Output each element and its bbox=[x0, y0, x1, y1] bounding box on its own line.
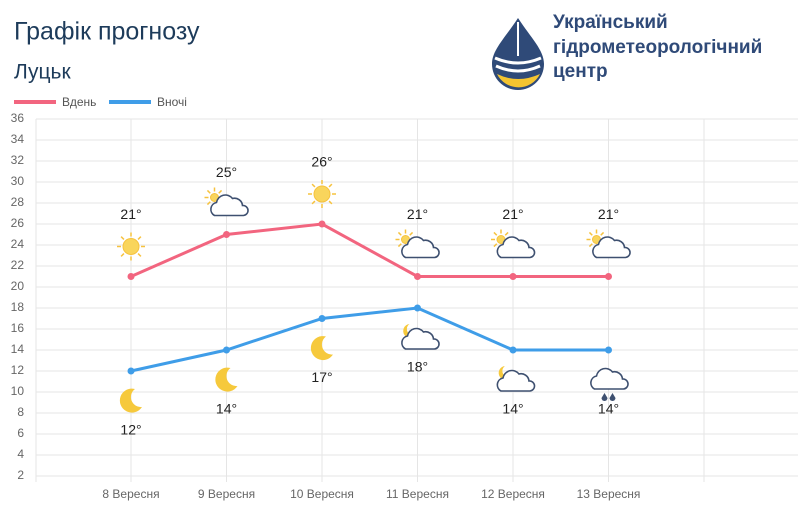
rain-drop bbox=[609, 393, 616, 401]
legend-label: Вночі bbox=[157, 95, 187, 109]
data-point bbox=[127, 273, 135, 280]
data-point bbox=[509, 273, 517, 280]
y-tick-label: 14 bbox=[11, 342, 25, 356]
sun-ray bbox=[397, 243, 402, 248]
data-label: 14° bbox=[598, 401, 619, 417]
chart-subtitle: Луцьк bbox=[14, 61, 71, 84]
y-tick-label: 22 bbox=[11, 258, 25, 272]
icon-cloud bbox=[496, 236, 536, 259]
x-tick-label: 13 Вересня bbox=[577, 487, 641, 501]
data-label: 21° bbox=[407, 206, 428, 222]
y-tick-label: 24 bbox=[11, 237, 25, 251]
sun-ray bbox=[588, 231, 593, 236]
y-tick-label: 18 bbox=[11, 300, 25, 314]
icon-moon bbox=[403, 324, 417, 338]
sun-disk bbox=[122, 238, 140, 255]
y-tick-label: 30 bbox=[11, 174, 25, 188]
icon-moon bbox=[310, 336, 333, 361]
data-label: 21° bbox=[502, 206, 523, 222]
y-tick-label: 8 bbox=[17, 405, 24, 419]
rain-drop bbox=[601, 393, 608, 401]
data-point bbox=[223, 231, 230, 238]
x-tick-label: 10 Вересня bbox=[290, 487, 354, 501]
y-tick-label: 26 bbox=[11, 216, 25, 230]
icon-moon bbox=[215, 367, 238, 392]
icon-cloud bbox=[210, 194, 249, 217]
data-label: 14° bbox=[502, 401, 523, 417]
logo-text: центр bbox=[553, 61, 608, 82]
y-tick-label: 34 bbox=[11, 132, 25, 146]
sun-ray bbox=[397, 231, 402, 236]
data-label: 12° bbox=[120, 422, 141, 438]
y-tick-label: 28 bbox=[11, 195, 25, 209]
sun-ray bbox=[493, 243, 498, 248]
icon-sun bbox=[117, 232, 145, 261]
chart-title: Графік прогнозу bbox=[14, 18, 200, 46]
data-label: 25° bbox=[216, 164, 237, 180]
data-point bbox=[414, 304, 421, 312]
data-label: 17° bbox=[311, 369, 332, 385]
y-tick-label: 36 bbox=[11, 111, 25, 125]
sun-ray bbox=[120, 253, 125, 257]
x-tick-label: 11 Вересня bbox=[386, 487, 449, 501]
icon-moon bbox=[119, 388, 142, 413]
logo-text: Український bbox=[553, 12, 668, 33]
sun-ray bbox=[137, 236, 142, 240]
y-tick-label: 4 bbox=[17, 447, 24, 461]
data-point bbox=[223, 346, 230, 354]
sun-ray bbox=[600, 231, 605, 236]
x-tick-label: 9 Вересня bbox=[198, 487, 255, 501]
y-tick-label: 32 bbox=[11, 153, 25, 167]
icon-cloud bbox=[496, 369, 536, 392]
sun-ray bbox=[409, 231, 414, 236]
legend-label: Вдень bbox=[62, 95, 96, 109]
data-point bbox=[318, 220, 326, 228]
data-label: 21° bbox=[120, 206, 141, 222]
data-label: 14° bbox=[216, 401, 237, 417]
sun-ray bbox=[311, 200, 316, 205]
y-tick-label: 12 bbox=[11, 363, 25, 377]
sun-ray bbox=[328, 183, 333, 188]
sun-ray bbox=[504, 231, 509, 236]
sun-ray bbox=[328, 200, 333, 205]
logo-text: гідрометеорологічний bbox=[553, 37, 762, 58]
series-line bbox=[130, 306, 609, 373]
icon-cloud bbox=[401, 327, 440, 350]
x-tick-label: 12 Вересня bbox=[481, 487, 545, 501]
sun-ray bbox=[311, 183, 316, 188]
icon-cloud bbox=[592, 236, 631, 259]
data-point bbox=[605, 273, 612, 280]
logo bbox=[492, 18, 544, 90]
sun-ray bbox=[218, 189, 223, 194]
icon-sun bbox=[308, 180, 336, 208]
sun-ray bbox=[493, 231, 498, 236]
data-point bbox=[414, 273, 421, 280]
series-line bbox=[130, 222, 609, 278]
icon-cloud bbox=[401, 236, 440, 259]
data-point bbox=[318, 315, 326, 322]
data-label: 26° bbox=[311, 154, 332, 170]
data-label: 18° bbox=[407, 359, 428, 375]
sun-ray bbox=[120, 236, 125, 240]
icon-moon bbox=[498, 366, 512, 380]
y-tick-label: 10 bbox=[11, 384, 25, 398]
sun-ray bbox=[206, 189, 211, 194]
sun-ray bbox=[588, 243, 593, 248]
data-point bbox=[605, 346, 612, 354]
data-point bbox=[127, 367, 135, 375]
icon-cloud bbox=[590, 367, 629, 390]
sun-ray bbox=[206, 201, 211, 206]
y-tick-label: 2 bbox=[17, 468, 24, 482]
y-tick-label: 16 bbox=[11, 321, 25, 335]
data-point bbox=[509, 346, 517, 354]
y-tick-label: 6 bbox=[17, 426, 24, 440]
x-tick-label: 8 Вересня bbox=[102, 487, 159, 501]
data-label: 21° bbox=[598, 206, 619, 222]
sun-disk bbox=[313, 185, 331, 203]
sun-ray bbox=[137, 253, 142, 257]
y-tick-label: 20 bbox=[11, 279, 25, 293]
